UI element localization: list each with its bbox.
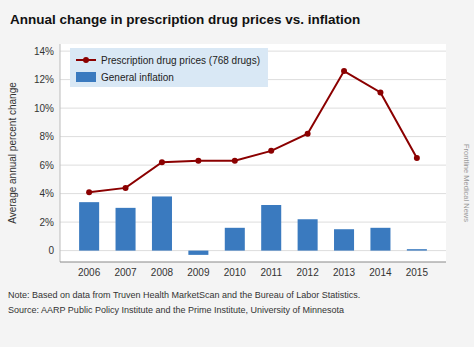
y-tick-label: 4% — [40, 188, 55, 199]
x-tick-label: 2012 — [296, 267, 319, 278]
y-tick-label: 12% — [34, 74, 54, 85]
legend-box — [70, 48, 268, 87]
marks — [79, 68, 427, 255]
x-tick-label: 2007 — [114, 267, 137, 278]
y-axis-label: Average annual percent change — [7, 82, 18, 224]
y-tick-label: 2% — [40, 217, 55, 228]
bar — [370, 228, 390, 251]
grid-line — [60, 136, 446, 137]
marker — [377, 89, 383, 95]
legend-label: Prescription drug prices (768 drugs) — [101, 55, 260, 66]
title: Annual change in prescription drug price… — [10, 12, 360, 27]
marker — [195, 158, 201, 164]
grid-line — [60, 193, 446, 194]
y-tick-label: 8% — [40, 131, 55, 142]
x-tick-label: 2006 — [78, 267, 101, 278]
plot-area — [60, 44, 446, 262]
marker — [232, 158, 238, 164]
x-tick-label: 2013 — [333, 267, 356, 278]
marker — [268, 148, 274, 154]
note: Source: AARP Public Policy Institute and… — [8, 305, 344, 315]
bar — [298, 219, 318, 250]
bar — [188, 251, 208, 255]
marker — [159, 159, 165, 165]
y-axis-line — [60, 44, 61, 262]
y-tick-label: 10% — [34, 103, 54, 114]
bar — [261, 205, 281, 251]
x-tick-label: 2010 — [224, 267, 247, 278]
x-tick-label: 2008 — [151, 267, 174, 278]
background — [0, 0, 474, 347]
bar — [407, 249, 427, 250]
x-tick-label: 2009 — [187, 267, 210, 278]
bar — [334, 229, 354, 250]
marker — [341, 68, 347, 74]
marker — [86, 189, 92, 195]
bar — [225, 228, 245, 251]
x-tick-label: 2015 — [406, 267, 429, 278]
y-tick-label: 6% — [40, 160, 55, 171]
x-axis-line — [60, 262, 446, 263]
watermark: Frontline Medical News — [462, 144, 471, 222]
marker — [123, 185, 129, 191]
legend-label: General inflation — [101, 72, 174, 83]
legend-swatch — [83, 57, 89, 63]
line — [89, 71, 417, 192]
legend-swatch — [76, 72, 96, 82]
note: Note: Based on data from Truven Health M… — [8, 290, 360, 300]
bar — [79, 202, 99, 250]
grid-line — [60, 165, 446, 166]
marker — [305, 131, 311, 137]
legend: Prescription drug prices (768 drugs) Gene… — [70, 48, 268, 87]
bar — [152, 196, 172, 250]
x-tick-label: 2014 — [369, 267, 392, 278]
marker — [414, 155, 420, 161]
chart: Annual change in prescription drug price… — [0, 0, 474, 347]
x-tick-label: 2011 — [260, 267, 282, 278]
y-tick-label: 14% — [34, 46, 54, 57]
y-tick-label: 0 — [48, 245, 54, 256]
bar — [116, 208, 136, 251]
